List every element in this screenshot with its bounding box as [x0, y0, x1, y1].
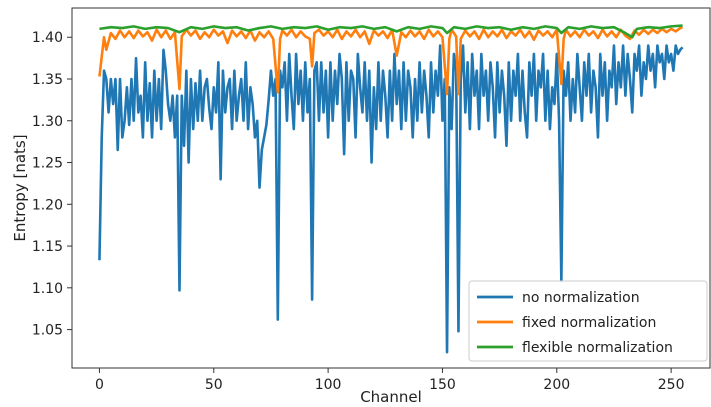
x-axis: 0 50 100 150 200 250	[95, 368, 685, 393]
x-axis-label: Channel	[360, 388, 422, 406]
plot-frame	[71, 7, 711, 369]
y-tick-label: 1.20	[32, 197, 63, 213]
y-tick-label: 1.40	[32, 30, 63, 46]
x-tick-label: 0	[95, 377, 104, 393]
legend-label-2: flexible normalization	[522, 340, 673, 356]
y-tick-label: 1.15	[32, 239, 63, 255]
legend-label-1: fixed normalization	[522, 315, 656, 331]
legend-box	[468, 280, 708, 362]
x-tick-label: 100	[315, 377, 342, 393]
series-line-0	[98, 44, 684, 354]
y-axis-label: Entropy [nats]	[11, 134, 29, 241]
x-tick-label: 200	[543, 377, 570, 393]
y-tick-label: 1.05	[32, 323, 63, 339]
y-tick-label: 1.10	[32, 281, 63, 297]
legend-label-0: no normalization	[522, 290, 640, 306]
y-axis: 1.05 1.10 1.15 1.20 1.25 1.30 1.35 1.40	[32, 30, 72, 339]
series-line-2	[99, 24, 683, 39]
legend-items: no normalization fixed normalization flexi…	[477, 290, 673, 356]
legend: no normalization fixed normalization flexi…	[468, 280, 708, 362]
y-tick-label: 1.35	[32, 72, 63, 88]
x-tick-label: 250	[658, 377, 685, 393]
x-tick-label: 150	[429, 377, 456, 393]
y-tick-label: 1.30	[32, 114, 63, 130]
y-tick-label: 1.25	[32, 156, 63, 172]
series-layer	[98, 24, 684, 354]
x-tick-label: 50	[205, 377, 223, 393]
